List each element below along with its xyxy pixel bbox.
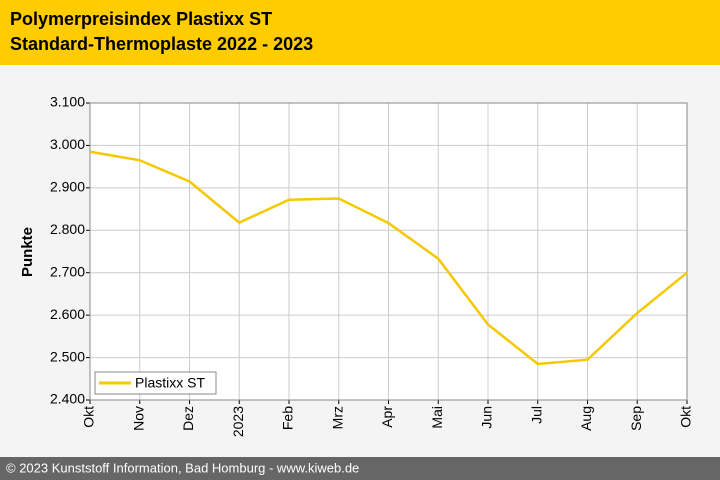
- x-tick-label: Nov: [130, 406, 146, 431]
- y-tick-label: 2.400: [50, 391, 85, 407]
- x-tick-label: Dez: [180, 406, 196, 431]
- y-tick-label: 2.900: [50, 179, 85, 195]
- chart-subtitle: Standard-Thermoplaste 2022 - 2023: [10, 34, 313, 54]
- footer: [0, 457, 720, 480]
- x-tick-label: Mrz: [329, 406, 345, 429]
- y-tick-label: 2.500: [50, 348, 85, 364]
- footer-text: © 2023 Kunststoff Information, Bad Hombu…: [6, 460, 359, 475]
- x-tick-label: Aug: [578, 406, 594, 431]
- x-tick-label: Jun: [479, 406, 495, 429]
- legend-box: [94, 371, 217, 395]
- x-tick-label: Apr: [379, 406, 395, 428]
- y-axis-label: Punkte: [19, 227, 36, 277]
- x-tick-label: Sep: [628, 406, 644, 431]
- x-tick-label: Mai: [429, 406, 445, 429]
- y-tick-label: 2.800: [50, 221, 85, 237]
- plot-border: [89, 102, 688, 401]
- x-tick-label: Jul: [528, 406, 544, 424]
- x-tick-label: Feb: [280, 406, 296, 430]
- legend-label: Plastixx ST: [135, 375, 205, 391]
- y-tick-label: 2.600: [50, 306, 85, 322]
- x-tick-label: 2023: [230, 406, 246, 437]
- chart-title: Polymerpreisindex Plastixx ST: [10, 9, 272, 29]
- header: [0, 0, 720, 65]
- y-tick-label: 2.700: [50, 263, 85, 279]
- y-tick-label: 3.100: [50, 94, 85, 110]
- x-tick-label: Okt: [81, 406, 97, 428]
- x-tick-label: Okt: [678, 406, 694, 428]
- line: [89, 150, 688, 366]
- y-tick-label: 3.000: [50, 136, 85, 152]
